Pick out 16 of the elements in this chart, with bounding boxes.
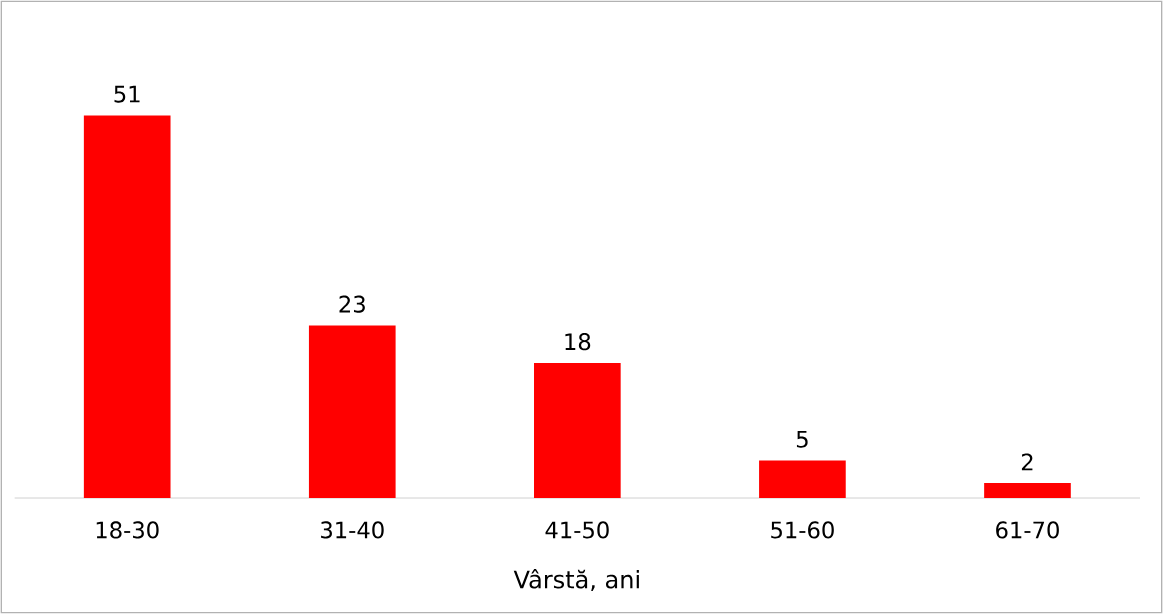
data-label: 51	[114, 85, 140, 103]
x-tick-label: 18-30	[96, 521, 159, 539]
data-label: 23	[339, 295, 365, 313]
data-label: 18	[565, 333, 591, 351]
x-tick-label: 61-70	[996, 521, 1059, 539]
bar	[984, 483, 1071, 498]
bar	[534, 362, 621, 498]
bar	[83, 115, 171, 498]
x-tick-label: 31-40	[321, 521, 384, 539]
data-label: 5	[796, 430, 808, 448]
data-label: 2	[1021, 453, 1033, 471]
x-tick-label: 51-60	[771, 521, 834, 539]
x-axis-title: Vârstă, ani	[513, 569, 639, 591]
bar	[308, 325, 396, 498]
bar	[759, 460, 846, 498]
x-tick-label: 41-50	[545, 521, 609, 539]
